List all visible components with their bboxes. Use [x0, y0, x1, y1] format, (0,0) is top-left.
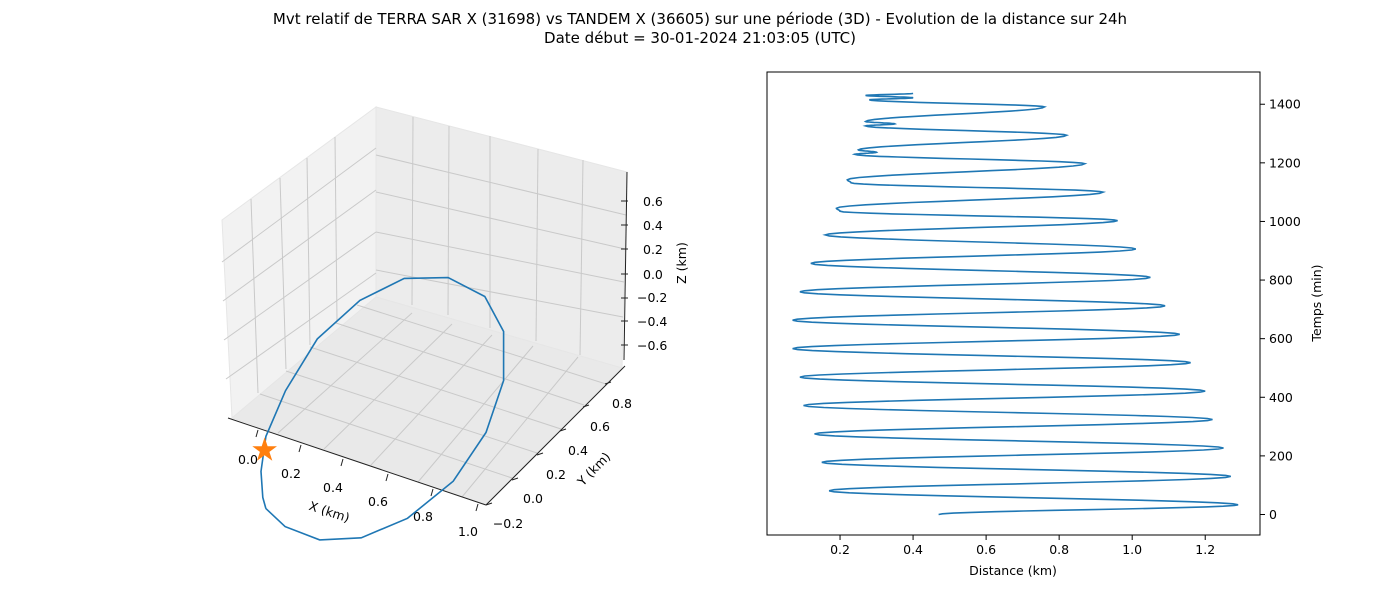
gridline-3d — [225, 272, 377, 380]
z-tick-label: 0.4 — [643, 218, 663, 233]
plot2d-x-tick-label: 1.0 — [1122, 542, 1142, 557]
plot2d-y-tick-label: 200 — [1269, 448, 1293, 463]
plot2d-frame — [766, 71, 1261, 536]
x-tick-mark — [340, 458, 344, 467]
y-tick-mark — [485, 502, 493, 506]
z-tick-label: 0.2 — [643, 242, 663, 257]
y-tick-label: 0.6 — [590, 419, 610, 434]
plot2d-x-tick-label: 0.8 — [1049, 542, 1069, 557]
gridline-3d — [370, 334, 493, 466]
gridline-3d — [335, 322, 585, 406]
plot3d-ticks — [255, 200, 628, 512]
plot2d-y-tick-label: 800 — [1269, 273, 1293, 288]
gridline-3d — [259, 393, 513, 479]
y-tick-mark — [511, 477, 519, 481]
y-tick-mark — [582, 404, 590, 408]
y-tick-label: 0.8 — [612, 396, 632, 411]
plot2d-x-tick-label: 0.4 — [903, 542, 923, 557]
y-axis-line — [485, 365, 626, 506]
y-tick-label: 0.0 — [523, 491, 543, 506]
plot2d: 0.2 0.4 0.6 0.8 1.0 1.2 0 200 400 600 800 1000 1200… — [766, 71, 1324, 578]
plot2d-x-tick-label: 0.6 — [976, 542, 996, 557]
gridline-3d — [461, 356, 579, 498]
gridline-3d — [277, 312, 413, 434]
plot2d-x-tick-label: 1.2 — [1195, 542, 1215, 557]
x-tick-label: 1.0 — [458, 524, 478, 539]
plot2d-y-tick-label: 400 — [1269, 390, 1293, 405]
orbit-series-line — [260, 276, 505, 541]
x-axis-label: X (km) — [307, 498, 351, 525]
plot3d-panes — [221, 106, 628, 506]
gridline-3d — [579, 159, 584, 356]
z-tick-label: −0.2 — [637, 290, 667, 305]
plot2d-y-tick-label: 0 — [1269, 507, 1277, 522]
y-tick-labels: −0.2 0.0 0.2 0.4 0.6 0.8 — [493, 396, 632, 531]
z-axis-line — [623, 171, 628, 361]
gridline-3d — [411, 116, 414, 306]
z-tick-label: −0.6 — [637, 338, 667, 353]
y-tick-mark — [604, 381, 612, 385]
gridline-3d — [306, 157, 311, 346]
z-tick-label: 0.6 — [643, 194, 663, 209]
plot2d-y-axis-label: Temps (min) — [1309, 264, 1324, 342]
gridline-3d — [250, 198, 259, 394]
plot2d-y-ticks: 0 200 400 600 800 1000 1200 1400 — [1260, 97, 1301, 522]
plot2d-y-tick-label: 1400 — [1269, 97, 1301, 112]
x-tick-mark — [430, 488, 434, 497]
figure-title: Mvt relatif de TERRA SAR X (31698) vs TA… — [272, 10, 1128, 28]
x-tick-mark — [475, 503, 479, 512]
plot2d-y-tick-label: 1200 — [1269, 155, 1301, 170]
y-tick-label: 0.4 — [568, 443, 588, 458]
gridline-3d — [356, 304, 607, 385]
gridline-3d — [221, 147, 377, 263]
gridline-3d — [334, 136, 338, 322]
y-tick-label: −0.2 — [493, 516, 523, 531]
plot2d-x-axis-label: Distance (km) — [969, 563, 1057, 578]
plot2d-y-tick-label: 1000 — [1269, 214, 1301, 229]
plot2d-x-tick-label: 0.2 — [830, 542, 850, 557]
z-tick-label: 0.0 — [643, 267, 663, 282]
gridline-3d — [222, 189, 377, 302]
gridline-3d — [535, 148, 539, 342]
y-tick-mark — [559, 428, 567, 432]
gridline-3d — [309, 346, 562, 430]
x-tick-label: 0.0 — [238, 452, 258, 467]
x-tick-labels: 0.0 0.2 0.4 0.6 0.8 1.0 — [238, 452, 478, 539]
z-tick-label: −0.4 — [637, 314, 667, 329]
z-axis-label: Z (km) — [674, 242, 689, 284]
plot2d-y-tick-label: 600 — [1269, 331, 1293, 346]
x-tick-label: 0.4 — [323, 480, 343, 495]
plot3d-gridlines — [221, 116, 627, 498]
gridline-3d — [417, 345, 534, 483]
x-tick-mark — [385, 473, 389, 482]
z-tick-labels: 0.6 0.4 0.2 0.0 −0.2 −0.4 −0.6 — [637, 194, 667, 353]
plot2d-x-ticks: 0.2 0.4 0.6 0.8 1.0 1.2 — [830, 535, 1215, 557]
gridline-3d — [285, 370, 538, 454]
x-tick-mark — [298, 444, 302, 453]
start-star-marker — [252, 437, 277, 461]
x-tick-mark — [255, 429, 259, 438]
y-tick-label: 0.2 — [546, 467, 566, 482]
gridline-3d — [223, 231, 377, 341]
figure-subtitle: Date début = 30-01-2024 21:03:05 (UTC) — [544, 29, 856, 47]
plot3d: 0.0 0.2 0.4 0.6 0.8 1.0 X (km) −0.2 0.0 … — [221, 106, 689, 541]
x-tick-label: 0.8 — [413, 509, 433, 524]
y-tick-mark — [536, 452, 544, 456]
x-tick-label: 0.2 — [281, 466, 301, 481]
gridline-3d — [375, 231, 625, 283]
x-tick-label: 0.6 — [368, 494, 388, 509]
gridline-3d — [375, 154, 627, 216]
distance-series-line — [792, 92, 1239, 516]
gridline-3d — [323, 323, 453, 450]
gridline-3d — [375, 191, 626, 250]
